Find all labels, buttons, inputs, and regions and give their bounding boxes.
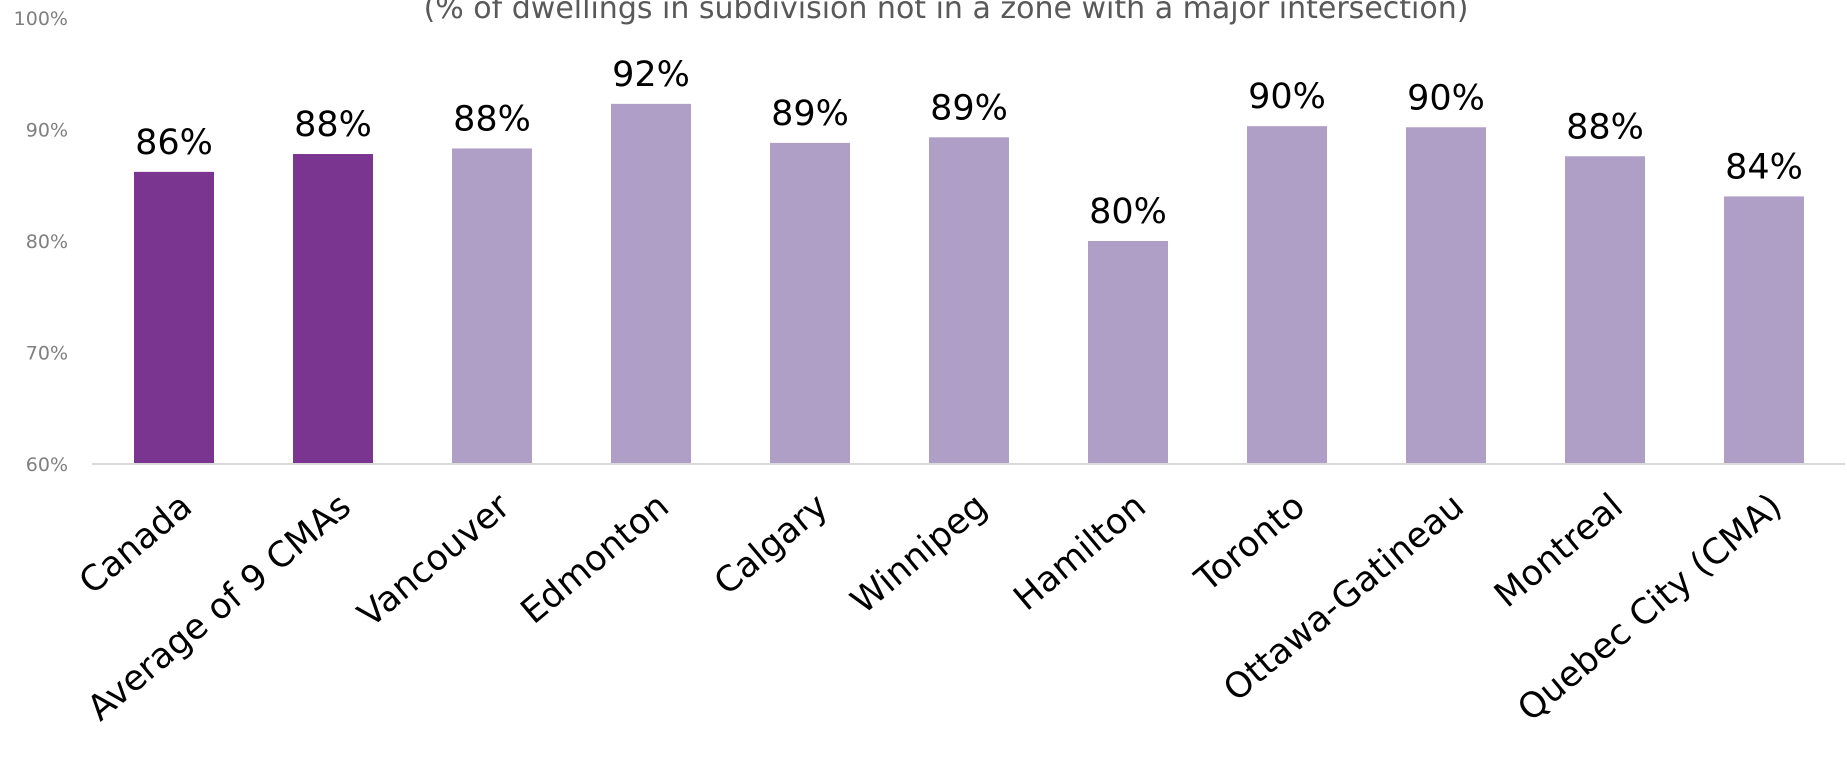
data-labels: 86% 88% 88% 92% 89% 89% 80% 90% 90% 88% 84% [135,55,1803,232]
x-tick-label: Montreal [1487,486,1631,616]
x-tick-label: Vancouver [351,486,518,636]
x-tick-label: Average of 9 CMAs [80,486,358,729]
data-label: 88% [1566,107,1644,147]
data-label: 84% [1725,147,1803,187]
x-tick-label: Winnipeg [844,486,995,622]
y-tick-label: 70% [26,343,68,365]
bars [134,103,1804,465]
bar [770,142,850,464]
bar [1565,156,1645,464]
data-label: 90% [1248,77,1326,117]
bar [1088,241,1168,464]
x-tick-label: Quebec City (CMA) [1511,486,1790,729]
bar [611,103,691,464]
x-tick-label: Hamilton [1007,486,1154,619]
x-tick-label: Calgary [707,486,836,603]
bar [452,148,532,464]
y-tick-label: 90% [26,120,68,142]
bar [1247,126,1327,464]
bar [929,137,1009,464]
data-label: 89% [930,88,1008,128]
bar [134,171,214,464]
chart-subtitle: (% of dwellings in subdivision not in a … [424,0,1469,26]
data-label: 89% [771,94,849,134]
data-label: 88% [294,105,372,145]
y-axis: 60% 70% 80% 90% 100% [14,8,68,476]
y-tick-label: 80% [26,231,68,253]
x-tick-label: Toronto [1187,486,1312,600]
data-label: 88% [453,99,531,139]
y-tick-label: 60% [26,454,68,476]
data-label: 86% [135,123,213,163]
data-label: 80% [1089,192,1167,232]
y-tick-label: 100% [14,8,68,30]
bar [1406,127,1486,465]
data-label: 90% [1407,78,1485,118]
bar [293,154,373,464]
x-tick-label: Edmonton [514,486,677,632]
data-label: 92% [612,55,690,95]
x-tick-label: Canada [72,486,200,602]
bar [1724,196,1804,464]
